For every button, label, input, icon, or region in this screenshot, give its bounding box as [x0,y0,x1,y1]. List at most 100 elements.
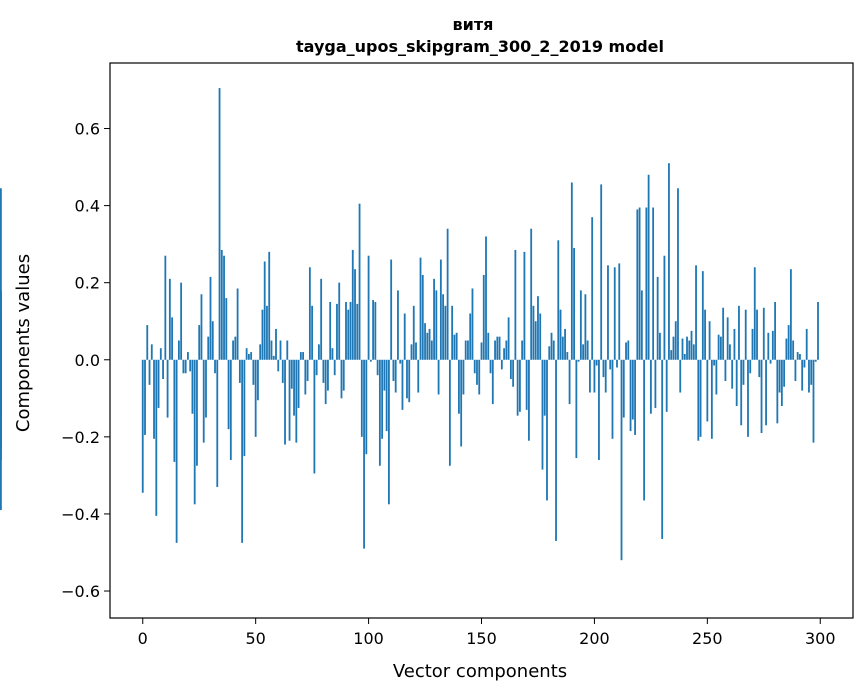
bar-234 [670,350,673,360]
bar-16 [177,340,180,360]
bar-79 [320,278,323,360]
bar-216 [629,359,632,432]
bar-197 [586,340,589,360]
bar-62 [281,359,284,383]
bar-115 [401,359,404,410]
bar-220 [638,207,641,360]
bar-55 [266,305,268,360]
bar-77 [315,359,318,376]
chart-subtitle: tayga_upos_skipgram_300_2_2019 model [296,37,664,56]
y-axis-ticks: 0.6 0.4 0.2 0.0 −0.2 −0.4 −0.6 [61,120,110,601]
bar-12 [168,278,171,360]
bar-110 [390,259,393,360]
bar-164 [512,359,515,387]
x-axis-label: Vector components [393,661,567,682]
bar-112 [394,359,397,393]
bar-6 [155,359,158,516]
bar-179 [546,359,548,501]
bar-130 [435,290,438,360]
bar-186 [561,336,564,360]
bar-237 [677,188,679,360]
bar-251 [708,321,711,360]
bar-215 [627,340,630,360]
bar-209 [613,267,616,360]
bar-44 [241,359,244,543]
bar-202 [598,359,600,460]
bar-123 [419,257,422,360]
bar-66 [290,359,293,389]
bar-128 [430,340,433,360]
bar-177 [541,359,544,470]
bar-162 [507,317,510,360]
bar-72 [304,359,307,395]
bar-104 [376,359,379,376]
bar-8 [159,348,162,360]
bar-15 [175,359,178,543]
bar-136 [448,359,451,466]
bar-188 [566,352,569,360]
bar-185 [559,309,562,360]
bar-271 [753,267,756,360]
bar-10 [164,255,167,360]
bar-274 [760,359,763,433]
bar-58 [272,355,275,360]
bar-256 [719,336,722,360]
bar-264 [738,305,740,360]
bar-253 [713,359,716,366]
bar-80 [322,359,325,383]
bar-204 [602,359,605,378]
bar-232 [665,359,668,412]
bar-140 [458,359,460,414]
x-tick-label: 50 [245,629,265,648]
bar-151 [482,274,485,360]
bar-226 [652,207,655,360]
bar-undefined [0,317,2,360]
bar-275 [762,307,765,360]
bar-291 [799,353,801,360]
bar-99 [365,359,368,455]
bar-260 [729,344,731,360]
bar-287 [789,269,792,360]
bar-281 [776,359,779,424]
x-axis-ticks: 0 50 100 150 200 250 300 [138,618,836,648]
bar-95 [356,303,359,360]
bar-214 [625,342,627,360]
bar-150 [480,342,483,360]
bar-148 [476,359,478,385]
bar-240 [683,353,686,360]
bar-20 [187,352,189,360]
bar-196 [584,294,587,360]
bar-289 [794,359,797,381]
bar-299 [817,301,819,360]
bar-127 [428,328,431,360]
bar-181 [550,332,553,360]
bar-43 [238,359,241,383]
bar-41 [234,336,237,360]
bar-248 [701,271,704,360]
bar-14 [173,359,176,462]
bar-238 [679,359,682,393]
bar-155 [491,359,494,405]
bar-undefined [0,359,2,511]
bar-83 [329,301,332,360]
bar-152 [485,236,487,360]
bar-121 [415,342,417,360]
bar-170 [525,359,528,410]
bar-39 [229,359,232,460]
bar-22 [191,359,194,414]
bar-169 [523,251,526,360]
bar-undefined [0,188,2,360]
bar-89 [342,359,345,391]
bar-91 [347,309,350,360]
bar-286 [787,325,790,360]
bar-293 [803,359,806,368]
bar-54 [263,261,266,360]
bar-42 [236,288,239,360]
bar-272 [756,309,758,360]
bar-228 [656,276,659,360]
bar-158 [498,336,501,360]
bar-182 [552,340,555,360]
bar-122 [417,359,420,393]
bar-107 [383,359,386,391]
bar-142 [462,359,465,395]
